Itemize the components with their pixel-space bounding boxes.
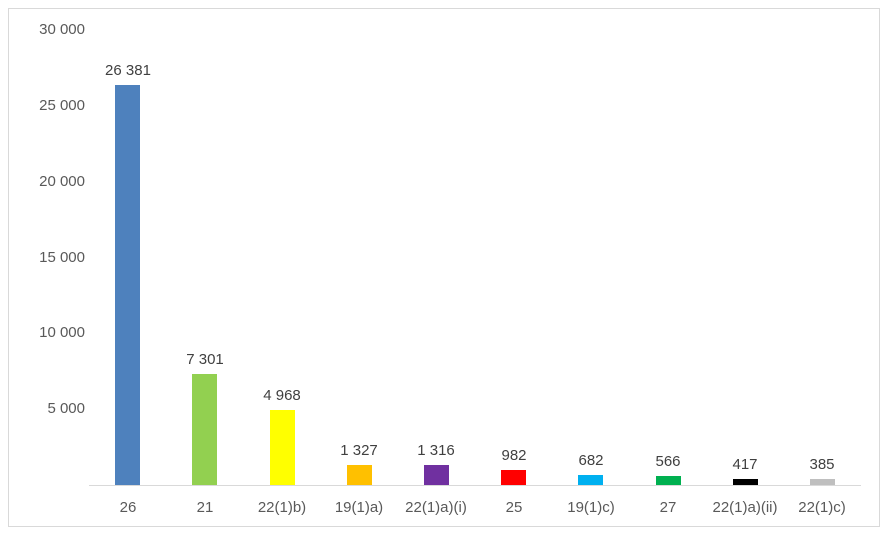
- bar-22(1)a)(ii): [733, 479, 758, 485]
- x-axis-line: [89, 485, 861, 486]
- bar-26: [115, 85, 140, 485]
- bar-19(1)a): [347, 465, 372, 485]
- y-axis-tick-label: 20 000: [39, 172, 85, 190]
- bar-value-label: 7 301: [186, 351, 224, 368]
- bar-22(1)c): [810, 479, 835, 485]
- plot-area: 5 000 10 000 15 000 20 000 25 000 30 000 26 38…: [9, 9, 879, 526]
- y-axis-tick-label: 5 000: [47, 400, 85, 418]
- bar-value-label: 682: [578, 452, 604, 469]
- bar-value-label: 385: [809, 456, 835, 473]
- bar-27: [656, 476, 681, 485]
- bar-value-label: 982: [501, 447, 527, 464]
- bar-value-label: 26 381: [105, 62, 151, 79]
- x-category-label: 26: [119, 499, 137, 516]
- y-axis-tick-label: 10 000: [39, 324, 85, 342]
- bar-22(1)a)(i): [424, 465, 449, 485]
- bar-25: [501, 470, 526, 485]
- y-axis-tick-label: 25 000: [39, 96, 85, 114]
- chart-frame: 5 000 10 000 15 000 20 000 25 000 30 000 26 38…: [8, 8, 880, 527]
- bar-21: [192, 374, 217, 485]
- x-category-label: 25: [505, 499, 523, 516]
- bar-value-label: 1 327: [340, 442, 378, 459]
- x-category-label: 27: [659, 499, 677, 516]
- bar-value-label: 4 968: [263, 387, 301, 404]
- x-category-label: 19(1)c): [567, 499, 615, 516]
- bar-22(1)b): [270, 410, 295, 485]
- bar-value-label: 1 316: [417, 442, 455, 459]
- y-axis-tick-label: 30 000: [39, 21, 85, 38]
- bar-value-label: 566: [655, 453, 681, 470]
- x-category-label: 22(1)b): [257, 499, 307, 516]
- x-category-label: 19(1)a): [334, 499, 384, 516]
- x-category-label: 22(1)a)(i): [405, 499, 467, 516]
- x-category-label: 22(1)a)(ii): [712, 499, 778, 516]
- x-category-label: 21: [196, 499, 214, 516]
- y-axis-tick-label: 15 000: [39, 248, 85, 266]
- x-category-label: 22(1)c): [798, 499, 846, 516]
- bar-value-label: 417: [732, 456, 758, 473]
- bar-19(1)c): [578, 475, 603, 485]
